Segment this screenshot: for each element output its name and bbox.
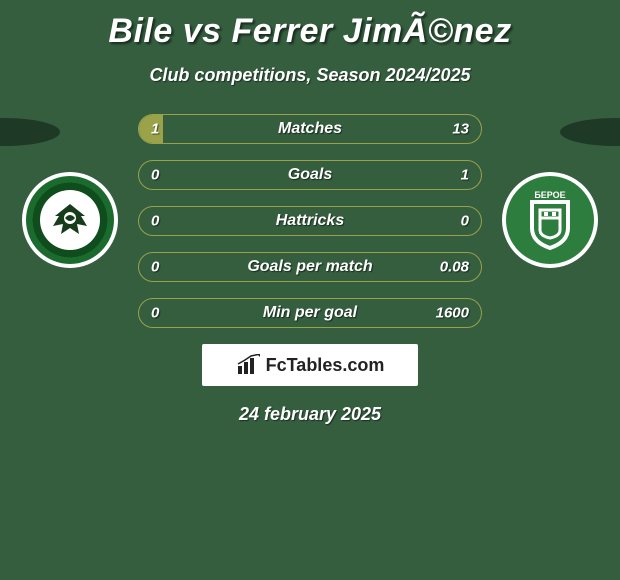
date: 24 february 2025 — [0, 404, 620, 425]
stat-value-right: 0.08 — [440, 259, 469, 276]
stat-value-right: 1 — [461, 167, 469, 184]
stat-bars: 1Matches130Goals10Hattricks00Goals per m… — [138, 114, 482, 328]
shadow-right — [560, 118, 620, 146]
stat-label: Goals — [139, 166, 481, 184]
stat-label: Hattricks — [139, 212, 481, 230]
stat-label: Matches — [139, 120, 481, 138]
comparison-content: БЕРОЕ 1Matches130Goals10Hattricks00Goals… — [0, 114, 620, 425]
stat-value-right: 0 — [461, 213, 469, 230]
stat-bar: 0Goals per match0.08 — [138, 252, 482, 282]
stat-bar: 0Min per goal1600 — [138, 298, 482, 328]
club-badge-right: БЕРОЕ — [502, 172, 598, 268]
stat-label: Min per goal — [139, 304, 481, 322]
brand-box[interactable]: FcTables.com — [202, 344, 418, 386]
page-title: Bile vs Ferrer JimÃ©nez — [0, 0, 620, 51]
stat-bar: 0Goals1 — [138, 160, 482, 190]
eagle-icon — [49, 202, 91, 238]
subtitle: Club competitions, Season 2024/2025 — [0, 65, 620, 86]
shield-icon: БЕРОЕ — [522, 188, 578, 252]
stat-bar: 0Hattricks0 — [138, 206, 482, 236]
club-right-text: БЕРОЕ — [534, 190, 565, 200]
stat-value-right: 13 — [452, 121, 469, 138]
shadow-left — [0, 118, 60, 146]
club-badge-left — [22, 172, 118, 268]
stat-value-right: 1600 — [436, 305, 469, 322]
chart-icon — [236, 354, 262, 376]
stat-label: Goals per match — [139, 258, 481, 276]
stat-bar: 1Matches13 — [138, 114, 482, 144]
club-badge-left-inner — [40, 190, 100, 250]
brand-label: FcTables.com — [266, 355, 385, 376]
